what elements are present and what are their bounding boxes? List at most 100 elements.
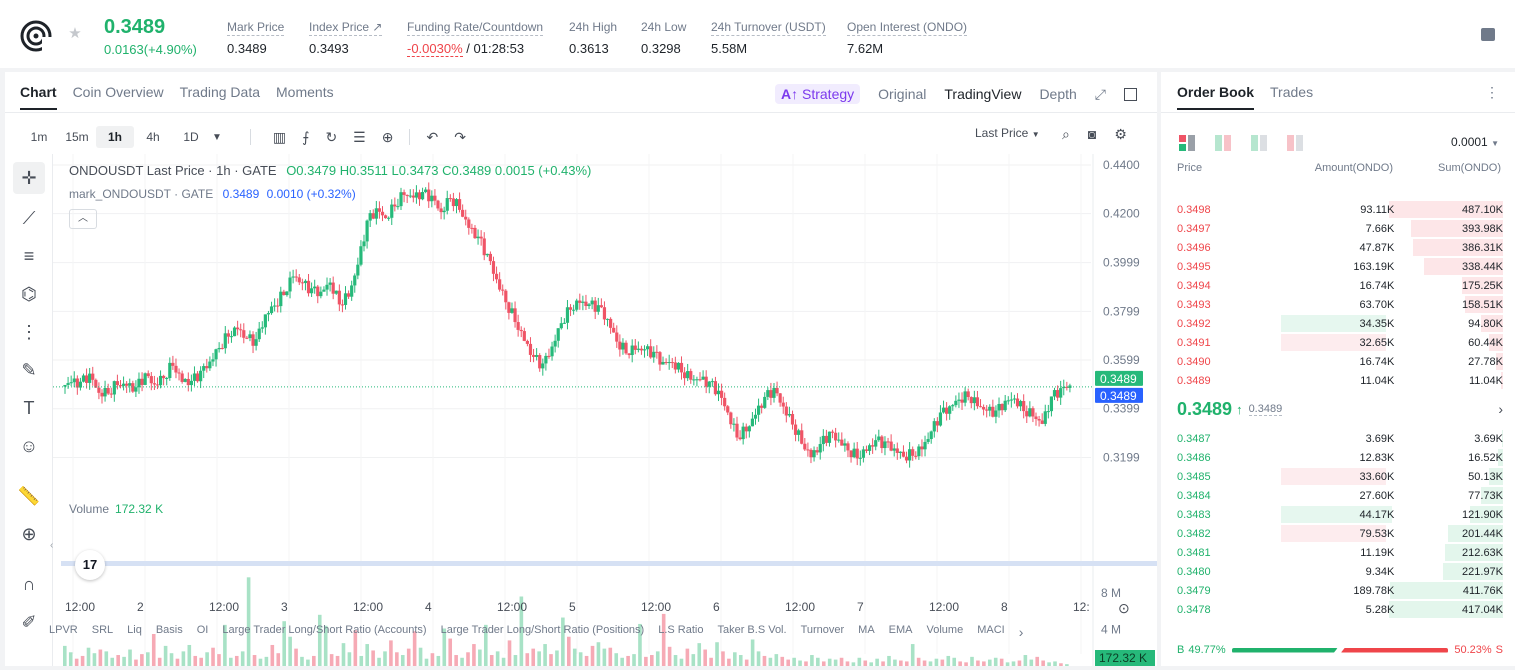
timeframe-1d[interactable]: 1D [183, 130, 199, 144]
bid-row[interactable]: 0.3480 9.34K 221.97K [1177, 562, 1503, 581]
chevron-right-icon[interactable]: › [1018, 624, 1024, 640]
bid-row[interactable]: 0.3481 11.19K 212.63K [1177, 543, 1503, 562]
timeframe-15m[interactable]: 15m [65, 130, 89, 144]
timeframe-1h[interactable]: 1h [96, 126, 134, 148]
stat-funding-rate[interactable]: Funding Rate/Countdown -0.0030% / 01:28:… [407, 18, 544, 57]
window-icon[interactable] [1124, 87, 1137, 101]
indicator-0[interactable]: LPVR [49, 624, 78, 636]
orderbook-mid-price[interactable]: 0.3489 ↑ 0.3489 › [1177, 399, 1503, 420]
mode-asks-icon[interactable] [1287, 135, 1303, 151]
tab-trading-data[interactable]: Trading Data [179, 84, 261, 100]
pencil-lock-icon[interactable]: ✐ [21, 612, 37, 632]
bid-row[interactable]: 0.3487 3.69K 3.69K [1177, 429, 1503, 448]
bid-row[interactable]: 0.3485 33.60K 50.13K [1177, 467, 1503, 486]
indicators-icon[interactable]: ⨍ [302, 128, 310, 145]
stat-mark-price[interactable]: Mark Price 0.3489 [227, 18, 285, 56]
pane-separator[interactable] [61, 561, 1157, 566]
scroll-left-icon[interactable]: ‹ [50, 540, 54, 551]
precision-select[interactable]: 0.0001 ▼ [1451, 135, 1499, 149]
camera-icon[interactable]: ◙ [1087, 126, 1097, 142]
compare-icon[interactable]: ↻ [325, 128, 338, 145]
indicator-10[interactable]: MA [858, 624, 875, 636]
ask-row[interactable]: 0.3496 47.87K 386.31K [1177, 238, 1503, 257]
indicator-3[interactable]: Basis [155, 624, 183, 636]
ask-row[interactable]: 0.3489 11.04K 11.04K [1177, 371, 1503, 390]
search-icon[interactable]: ⌕ [1062, 126, 1070, 142]
ask-row[interactable]: 0.3491 32.65K 60.44K [1177, 333, 1503, 352]
indicator-1[interactable]: SRL [91, 624, 114, 636]
bid-row[interactable]: 0.3484 27.60K 77.73K [1177, 486, 1503, 505]
ask-row[interactable]: 0.3494 16.74K 175.25K [1177, 276, 1503, 295]
template-icon[interactable]: ☰ [353, 128, 366, 145]
view-depth[interactable]: Depth [1039, 86, 1077, 102]
indicator-5[interactable]: Large Trader Long/Short Ratio (Accounts) [222, 624, 427, 636]
strategy-button[interactable]: A↑ Strategy [774, 84, 861, 104]
ask-row[interactable]: 0.3495 163.19K 338.44K [1177, 257, 1503, 276]
indicator-6[interactable]: Large Trader Long/Short Ratio (Positions… [440, 624, 645, 636]
favorite-star-icon[interactable]: ★ [68, 25, 82, 42]
indicator-8[interactable]: Taker B.S Vol. [717, 624, 787, 636]
indicator-7[interactable]: L.S Ratio [658, 624, 704, 636]
bid-row[interactable]: 0.3478 5.28K 417.04K [1177, 600, 1503, 619]
scale-settings-icon[interactable]: ⊙ [1118, 600, 1130, 616]
tab-order-book[interactable]: Order Book [1177, 84, 1255, 110]
exchange-logo-icon[interactable] [20, 20, 52, 52]
text-icon[interactable]: T [23, 398, 35, 418]
ruler-icon[interactable]: 📏 [17, 486, 41, 506]
mode-bids-icon[interactable] [1251, 135, 1267, 151]
bid-row[interactable]: 0.3486 12.83K 16.52K [1177, 448, 1503, 467]
mode-split-icon[interactable] [1215, 135, 1231, 151]
more-menu-icon[interactable]: ⋮ [1485, 84, 1499, 100]
horizontal-lines-icon[interactable]: ≡ [23, 246, 35, 266]
pattern-icon[interactable]: ⌬ [21, 284, 37, 304]
indicator-11[interactable]: EMA [888, 624, 913, 636]
book-icon[interactable] [1481, 28, 1495, 41]
tab-trades[interactable]: Trades [1270, 84, 1314, 100]
indicator-2[interactable]: Liq [127, 624, 142, 636]
indicator-13[interactable]: MACI [977, 624, 1005, 636]
trendline-icon[interactable]: ⟋ [22, 208, 36, 228]
ask-row[interactable]: 0.3493 63.70K 158.51K [1177, 295, 1503, 314]
bid-row[interactable]: 0.3479 189.78K 411.76K [1177, 581, 1503, 600]
brush-icon[interactable]: ✎ [21, 360, 37, 380]
stat-24h-turnover[interactable]: 24h Turnover (USDT) 5.58M [711, 18, 826, 56]
indicator-9[interactable]: Turnover [800, 624, 845, 636]
tab-chart[interactable]: Chart [20, 84, 57, 110]
redo-icon[interactable]: ↷ [454, 128, 466, 145]
legend-collapse-button[interactable]: ︿ [69, 209, 97, 229]
alert-add-icon[interactable]: ⊕ [381, 128, 394, 145]
expand-icon[interactable]: ⤢ [1094, 85, 1106, 102]
stat-index-price[interactable]: Index Price ↗ 0.3493 [309, 18, 383, 56]
undo-icon[interactable]: ↶ [426, 128, 439, 145]
gear-icon[interactable]: ⚙ [1114, 126, 1127, 142]
candle-type-icon[interactable]: ▥ [272, 128, 287, 145]
stat-open-interest[interactable]: Open Interest (ONDO) 7.62M [847, 18, 968, 56]
timeframe-dropdown-icon[interactable]: ▼ [212, 131, 222, 143]
tradingview-logo-icon[interactable]: 17 [75, 550, 105, 580]
fib-icon[interactable]: ⋮ [20, 322, 38, 342]
candle-body [473, 227, 477, 239]
ask-row[interactable]: 0.3498 93.11K 487.10K [1177, 200, 1503, 219]
price-chart[interactable]: 0.4400 0.4200 0.3999 0.3799 0.3599 0.3399 0.31… [53, 154, 1157, 666]
bid-row[interactable]: 0.3483 44.17K 121.90K [1177, 505, 1503, 524]
mode-both-icon[interactable] [1179, 135, 1195, 151]
timeframe-4h[interactable]: 4h [146, 130, 160, 144]
bid-row[interactable]: 0.3482 79.53K 201.44K [1177, 524, 1503, 543]
indicator-4[interactable]: OI [196, 624, 209, 636]
magnet-icon[interactable]: ∩ [22, 574, 36, 594]
indicator-12[interactable]: Volume [926, 624, 964, 636]
emoji-icon[interactable]: ☺ [19, 436, 39, 456]
crosshair-icon[interactable]: ✛ [13, 162, 45, 194]
tab-coin-overview[interactable]: Coin Overview [72, 84, 164, 100]
ask-row[interactable]: 0.3497 7.66K 393.98K [1177, 219, 1503, 238]
chevron-right-icon[interactable]: › [1498, 401, 1503, 417]
timeframe-1m[interactable]: 1m [30, 130, 48, 144]
ask-row[interactable]: 0.3490 16.74K 27.78K [1177, 352, 1503, 371]
tab-moments[interactable]: Moments [276, 84, 334, 100]
price-type-select[interactable]: Last Price ▼ [975, 126, 1040, 140]
view-tradingview[interactable]: TradingView [944, 86, 1022, 102]
ask-row[interactable]: 0.3492 34.35K 94.80K [1177, 314, 1503, 333]
view-original[interactable]: Original [878, 86, 927, 102]
zoom-in-icon[interactable]: ⊕ [21, 524, 37, 544]
candle-body [316, 286, 320, 297]
